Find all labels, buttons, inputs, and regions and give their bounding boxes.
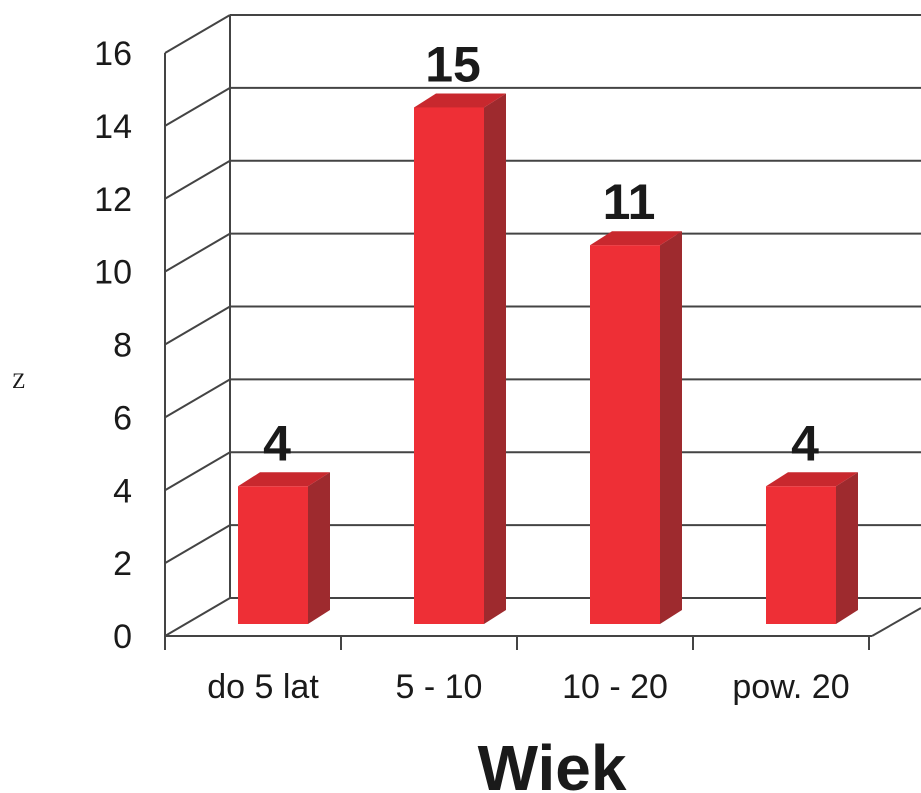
x-tick-label: 10 - 20 — [562, 668, 668, 706]
y-tick-label: 4 — [113, 472, 132, 510]
bar-front — [414, 107, 484, 624]
bar-side — [484, 93, 506, 624]
bar-side — [660, 231, 682, 624]
bar-top — [414, 93, 506, 108]
bar-top — [766, 472, 858, 487]
y-tick-label: 14 — [94, 108, 132, 146]
y-tick-label: 0 — [113, 618, 132, 656]
bar-front — [238, 486, 308, 624]
gridline-diagonal — [164, 232, 231, 273]
gridline-diagonal — [164, 159, 231, 200]
gridline-diagonal — [164, 451, 231, 492]
data-label: 11 — [603, 174, 656, 230]
bar-side — [308, 472, 330, 624]
x-tick-label: do 5 lat — [207, 668, 319, 706]
gridline-diagonal — [164, 524, 231, 564]
floor-edge — [871, 607, 921, 637]
y-tick-label: 6 — [113, 399, 132, 437]
axes — [164, 15, 921, 650]
data-label: 4 — [791, 415, 819, 471]
labels: 0 2 4 6 8 10 12 14 16 4 do 5 lat 15 5 - 10 11 10 - 20 4… — [94, 35, 849, 706]
bar-front — [766, 486, 836, 624]
y-tick-label: 2 — [113, 545, 132, 583]
y-tick-label: 16 — [94, 35, 132, 73]
y-tick-label: 8 — [113, 327, 132, 365]
bar-top — [590, 231, 682, 246]
gridline-diagonal — [164, 597, 231, 637]
bar — [590, 231, 682, 624]
x-axis-title: Wiek — [478, 732, 627, 793]
gridline-diagonal — [164, 87, 231, 127]
data-label: 15 — [425, 36, 481, 92]
bar-top — [238, 472, 330, 487]
gridline-diagonal — [164, 378, 231, 419]
data-label: 4 — [263, 415, 291, 471]
grid — [164, 14, 921, 637]
bars — [238, 93, 858, 624]
bar — [238, 472, 330, 624]
y-tick-label: 12 — [94, 181, 132, 219]
x-tick-label: pow. 20 — [732, 668, 849, 706]
bar-side — [836, 472, 858, 624]
bar — [414, 93, 506, 624]
bar — [766, 472, 858, 624]
y-tick-label: 10 — [94, 254, 132, 292]
x-tick-label: 5 - 10 — [396, 668, 483, 706]
gridline-diagonal — [164, 14, 231, 54]
bar-front — [590, 245, 660, 624]
y-axis-title: Z — [12, 368, 25, 393]
gridline-diagonal — [164, 305, 231, 346]
